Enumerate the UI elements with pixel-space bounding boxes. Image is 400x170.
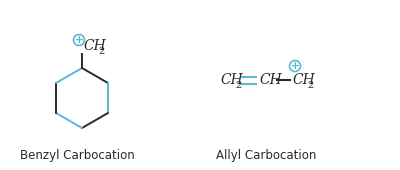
Text: CH: CH [220, 73, 243, 87]
Text: 2: 2 [235, 81, 241, 89]
Text: CH: CH [259, 73, 282, 87]
Text: 2: 2 [307, 81, 313, 89]
Text: Benzyl Carbocation: Benzyl Carbocation [20, 149, 134, 162]
Text: CH: CH [83, 39, 106, 53]
Text: CH: CH [292, 73, 315, 87]
Text: Allyl Carbocation: Allyl Carbocation [216, 149, 316, 162]
Text: +: + [75, 35, 83, 45]
Text: +: + [291, 61, 299, 71]
Text: 2: 2 [98, 47, 104, 56]
